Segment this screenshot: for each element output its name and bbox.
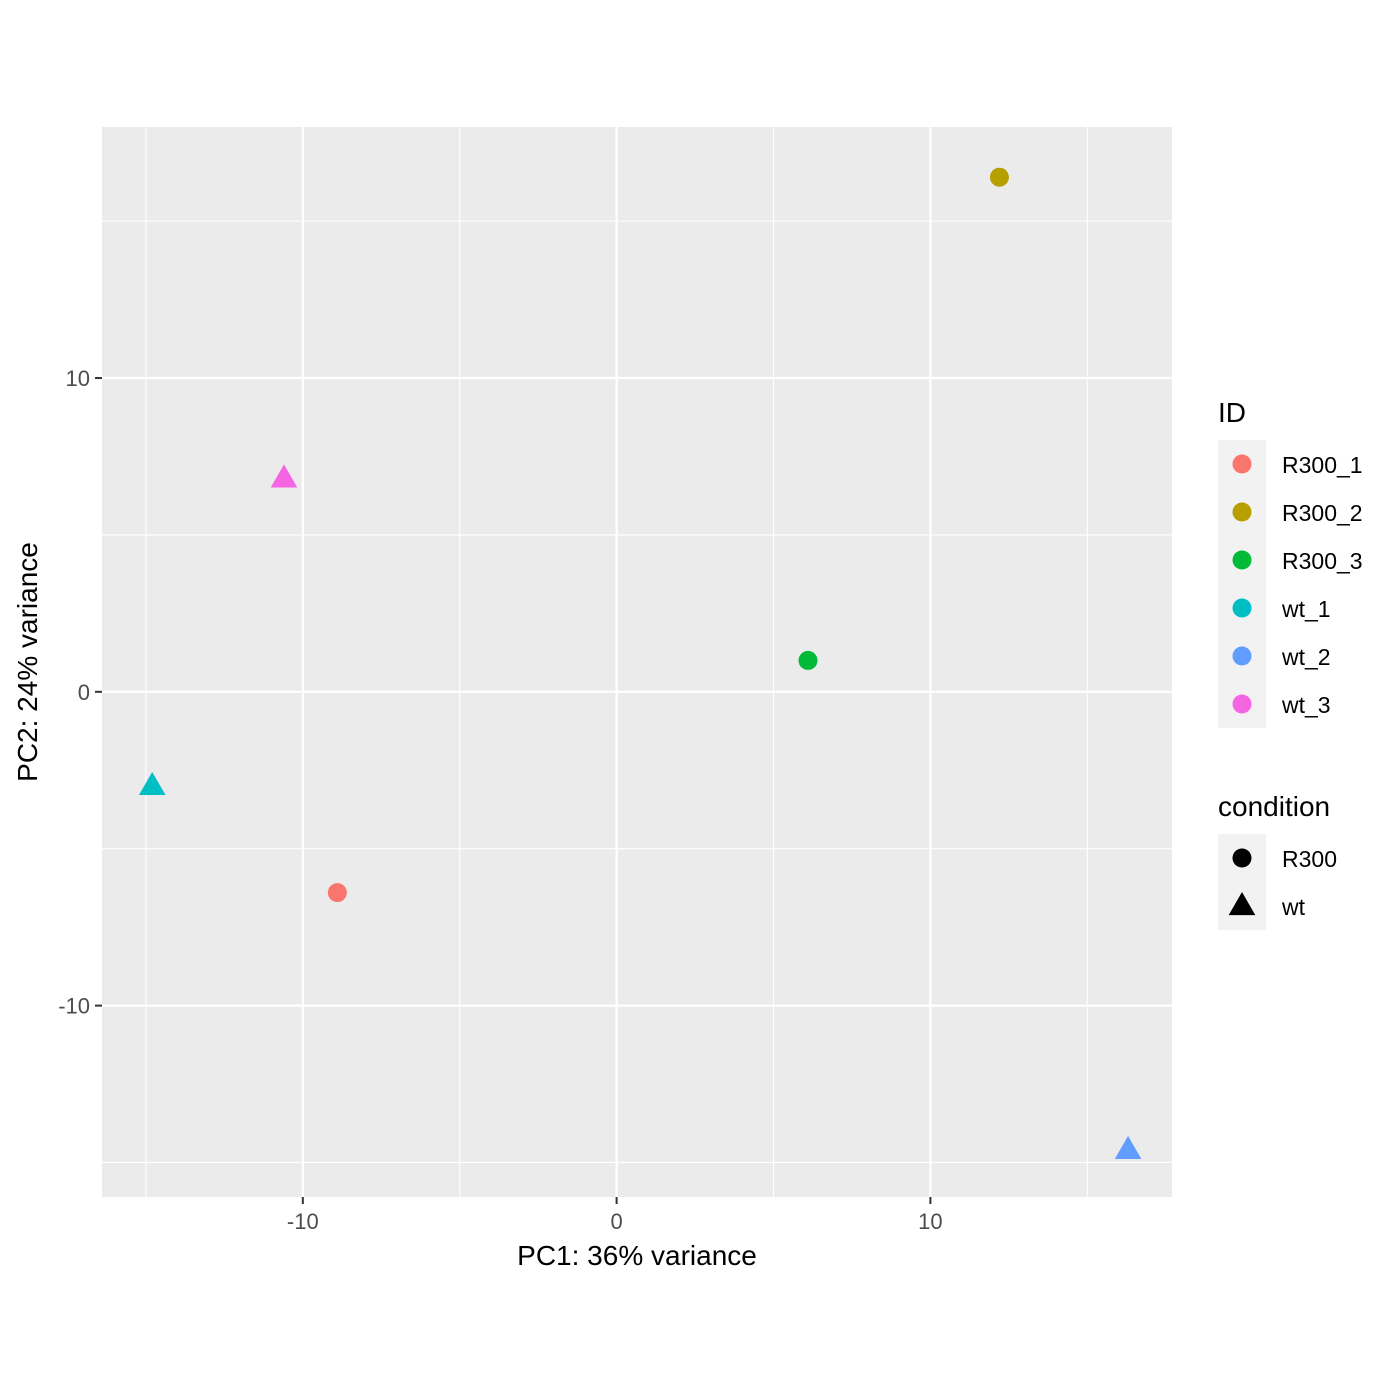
y-tick-label: -10 (58, 994, 90, 1019)
legend-key-wt-3 (1232, 694, 1252, 714)
data-points (138, 167, 1142, 1160)
y-tick-label: 10 (66, 366, 90, 391)
legend-label: R300_1 (1282, 452, 1363, 478)
data-point-wt-1 (138, 771, 166, 796)
legend-label: R300 (1282, 846, 1337, 872)
legend-label: wt (1281, 894, 1306, 920)
legend-key-r300-3 (1232, 550, 1252, 570)
data-point-wt-2 (1114, 1135, 1142, 1160)
legend-key-background (1218, 834, 1266, 930)
legend-label: R300_3 (1282, 548, 1363, 574)
legend-label: wt_2 (1281, 644, 1331, 670)
legend-label: wt_3 (1281, 692, 1331, 718)
legend-key-background (1218, 440, 1266, 728)
data-point-r300-1 (327, 883, 347, 903)
grid-minor-lines (102, 127, 1172, 1197)
legend-key-wt (1228, 892, 1256, 916)
plot-panel (102, 127, 1172, 1197)
y-axis: -10 0 10 (58, 366, 102, 1019)
y-tick-label: 0 (78, 680, 90, 705)
legend-key-wt-2 (1232, 646, 1252, 666)
legend-key-r300-2 (1232, 502, 1252, 522)
x-tick-label: 10 (918, 1209, 942, 1234)
data-point-wt-3 (270, 464, 298, 488)
data-point-r300-2 (989, 167, 1009, 187)
data-point-r300-3 (798, 650, 818, 670)
x-tick-label: 0 (610, 1209, 622, 1234)
grid-major-lines (102, 127, 1172, 1197)
legend-title-condition: condition (1218, 791, 1330, 822)
legend-label: wt_1 (1281, 596, 1331, 622)
x-axis-title: PC1: 36% variance (517, 1240, 757, 1271)
legend-label: R300_2 (1282, 500, 1363, 526)
y-axis-title: PC2: 24% variance (12, 542, 43, 782)
legend: ID R300_1 R300_2 R300_3 wt_1 wt_2 wt_3 conditio… (1218, 397, 1363, 930)
x-tick-label: -10 (287, 1209, 319, 1234)
legend-key-r300-1 (1232, 454, 1252, 474)
legend-key-r300 (1232, 848, 1252, 868)
x-axis: -10 0 10 (287, 1197, 943, 1234)
legend-key-wt-1 (1232, 598, 1252, 618)
legend-title-ID: ID (1218, 397, 1246, 428)
